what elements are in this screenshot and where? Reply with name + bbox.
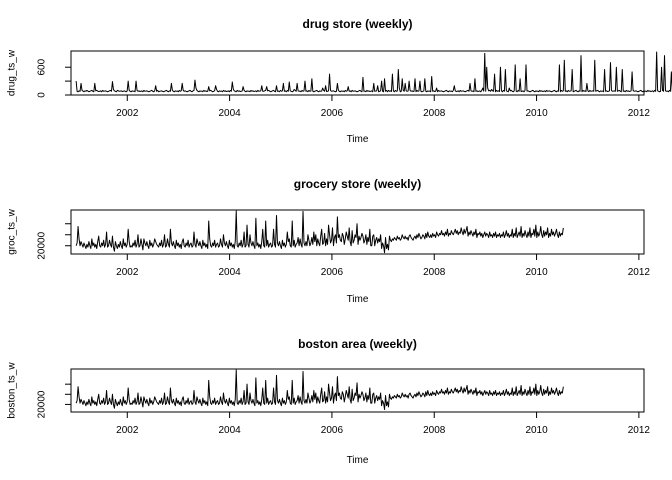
x-tick-label: 2008 bbox=[423, 267, 446, 278]
y-tick-label: 600 bbox=[37, 58, 48, 75]
plot-frame bbox=[70, 368, 645, 413]
series-line bbox=[75, 210, 564, 254]
plot-frame bbox=[70, 50, 645, 96]
x-axis-label: Time bbox=[347, 134, 369, 145]
y-tick-label: 0 bbox=[37, 92, 48, 98]
x-tick-label: 2004 bbox=[218, 108, 241, 119]
series-line bbox=[75, 369, 564, 410]
x-tick-label: 2002 bbox=[116, 267, 139, 278]
y-axis-label: boston_ts_w bbox=[7, 362, 18, 419]
y-tick-label: 20000 bbox=[37, 231, 48, 259]
x-axis-label: Time bbox=[347, 455, 369, 466]
x-tick-label: 2006 bbox=[321, 108, 344, 119]
x-tick-label: 2006 bbox=[321, 425, 344, 436]
x-tick-label: 2008 bbox=[423, 425, 446, 436]
x-tick-label: 2012 bbox=[628, 267, 651, 278]
x-axis-label: Time bbox=[347, 294, 369, 305]
y-tick-label: 20000 bbox=[37, 390, 48, 418]
x-tick-label: 2004 bbox=[218, 425, 241, 436]
chart-title: grocery store (weekly) bbox=[294, 177, 421, 191]
x-tick-label: 2012 bbox=[628, 108, 651, 119]
x-tick-label: 2006 bbox=[321, 267, 344, 278]
x-tick-label: 2010 bbox=[525, 425, 548, 436]
y-axis-label: drug_ts_w bbox=[7, 49, 18, 96]
chart-title: boston area (weekly) bbox=[298, 337, 417, 351]
y-axis-label: groc_ts_w bbox=[7, 208, 18, 254]
x-tick-label: 2002 bbox=[116, 425, 139, 436]
x-tick-label: 2010 bbox=[525, 108, 548, 119]
x-tick-label: 2004 bbox=[218, 267, 241, 278]
x-tick-label: 2002 bbox=[116, 108, 139, 119]
x-tick-label: 2008 bbox=[423, 108, 446, 119]
chart-title: drug store (weekly) bbox=[302, 17, 412, 31]
x-tick-label: 2010 bbox=[525, 267, 548, 278]
plot-frame bbox=[70, 209, 645, 255]
x-tick-label: 2012 bbox=[628, 425, 651, 436]
series-line bbox=[75, 51, 672, 93]
